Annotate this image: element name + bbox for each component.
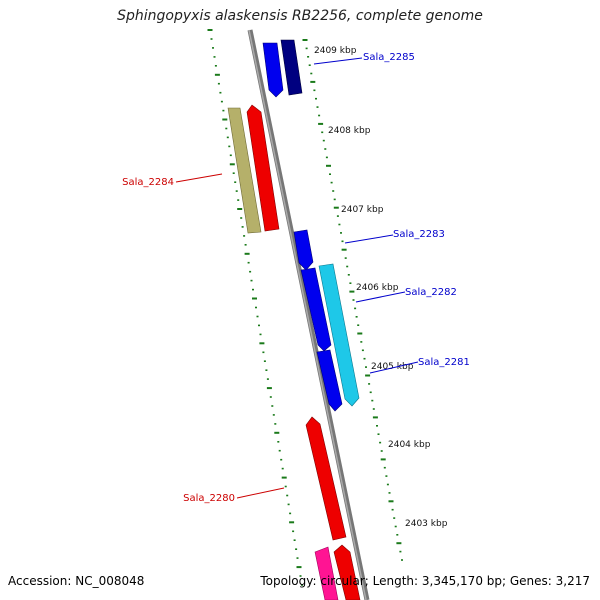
label-leaders xyxy=(175,57,419,499)
gene-arrow-sala-2284-a[interactable] xyxy=(227,107,262,234)
gene-label-sala-2280[interactable]: Sala_2280 xyxy=(183,493,235,504)
accession-text: Accession: NC_008048 xyxy=(8,574,145,588)
topology-text: Topology: circular; Length: 3,345,170 bp… xyxy=(260,574,590,588)
gene-label-sala-2283[interactable]: Sala_2283 xyxy=(393,229,445,240)
gene-arrow-sala-2285-b[interactable] xyxy=(280,39,303,96)
kbp-label-2405: 2405 kbp xyxy=(371,362,414,372)
gene-arrow-sala-2284-b[interactable] xyxy=(246,104,280,232)
kbp-label-2403: 2403 kbp xyxy=(405,519,448,529)
kbp-label-2407: 2407 kbp xyxy=(341,205,384,215)
gene-arrow-sala-2282[interactable] xyxy=(318,263,360,407)
kbp-label-2406: 2406 kbp xyxy=(356,283,399,293)
gene-features xyxy=(227,39,361,600)
gene-arrow-sala-2281-a[interactable] xyxy=(300,267,332,352)
kbp-label-2404: 2404 kbp xyxy=(388,440,431,450)
backbone xyxy=(247,29,370,600)
gene-labels: Sala_2285 Sala_2284 Sala_2283 Sala_2282 … xyxy=(122,52,470,504)
right-tick-track xyxy=(302,39,403,561)
gene-label-sala-2284[interactable]: Sala_2284 xyxy=(122,177,174,188)
page-title: Sphingopyxis alaskensis RB2256, complete… xyxy=(117,8,483,24)
gene-label-sala-2285[interactable]: Sala_2285 xyxy=(363,52,415,63)
gene-arrow-sala-2281-b[interactable] xyxy=(316,349,343,412)
gene-arrow-sala-2285-a[interactable] xyxy=(262,42,284,98)
gene-arrow-sala-2280[interactable] xyxy=(305,416,347,541)
left-tick-track xyxy=(207,29,303,586)
kbp-label-2409: 2409 kbp xyxy=(314,46,357,56)
kbp-label-2408: 2408 kbp xyxy=(328,126,371,136)
gene-arrow-unnamed-red[interactable] xyxy=(333,544,361,600)
gene-label-sala-2282[interactable]: Sala_2282 xyxy=(405,287,457,298)
kbp-scale: 2409 kbp 2408 kbp 2407 kbp 2406 kbp 2405… xyxy=(314,46,448,529)
gene-label-sala-2281[interactable]: Sala_2281 xyxy=(418,357,470,368)
gene-arrow-unnamed-pink[interactable] xyxy=(314,546,339,600)
gene-arrow-sala-2283[interactable] xyxy=(293,229,314,271)
